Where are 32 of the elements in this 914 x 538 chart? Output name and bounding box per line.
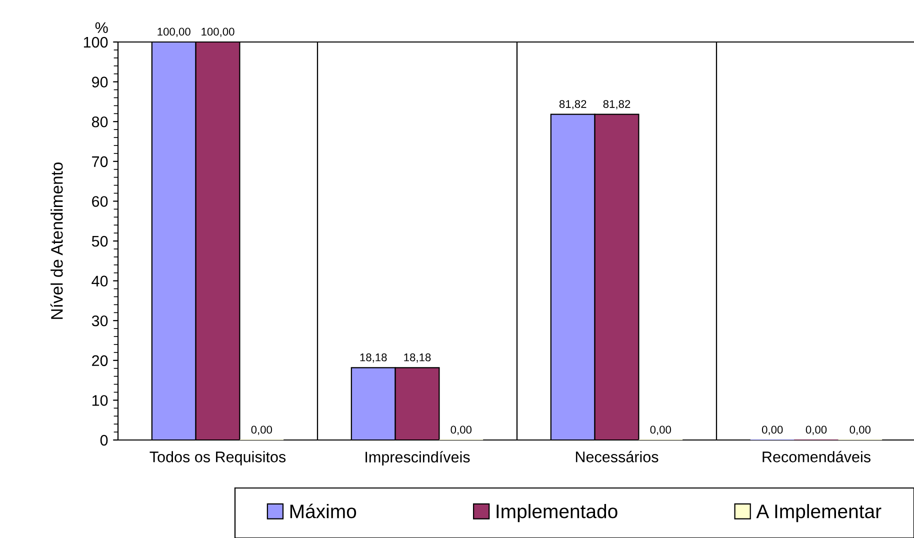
- y-tick-label: 80: [92, 116, 108, 128]
- data-label: 0,00: [762, 426, 783, 435]
- data-label: 100,00: [158, 28, 190, 37]
- data-label: 81,82: [603, 100, 630, 110]
- y-tick-label: 20: [92, 355, 108, 366]
- y-tick-label: 60: [92, 196, 108, 207]
- y-tick-label: 0: [100, 434, 108, 446]
- data-label: 18,18: [360, 353, 387, 363]
- data-label: 81,82: [559, 100, 586, 110]
- x-tick-label: Imprescindíveis: [366, 451, 470, 466]
- data-label: 0,00: [806, 426, 827, 435]
- data-label: 18,18: [404, 353, 431, 363]
- legend-label: A Implementar: [756, 504, 882, 522]
- data-label: 0,00: [450, 426, 472, 435]
- y-tick-label: 70: [92, 156, 108, 168]
- data-label: 0,00: [650, 426, 672, 435]
- data-label: 0,00: [251, 426, 272, 435]
- y-tick-label: 10: [92, 395, 108, 406]
- legend-label: Implementado: [496, 504, 618, 522]
- x-tick-label: Todos os Requisitos: [150, 451, 286, 466]
- y-tick-label: 30: [92, 315, 108, 326]
- y-tick-label: 40: [92, 276, 108, 286]
- text: %: [95, 22, 108, 33]
- data-label: 0,00: [850, 426, 871, 435]
- y-tick-label: 100: [84, 36, 108, 48]
- data-label: 100,00: [202, 28, 234, 37]
- y-tick-label: 50: [92, 236, 108, 247]
- x-tick-label: Necessários: [576, 450, 658, 462]
- x-tick-label: Recomendáveis: [762, 450, 870, 462]
- y-tick-label: 90: [92, 76, 108, 88]
- legend-label: Máximo: [290, 504, 356, 518]
- y-axis-title: Nível de Atendimento: [50, 162, 63, 319]
